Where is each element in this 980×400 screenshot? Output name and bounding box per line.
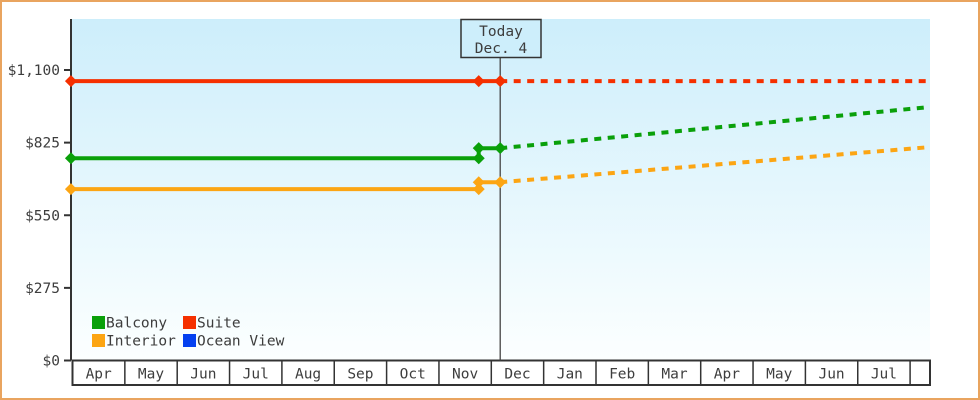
y-axis-tick-label: $0 bbox=[43, 354, 60, 370]
x-axis-month-label: May bbox=[766, 367, 792, 383]
x-axis-month-label: Nov bbox=[452, 367, 478, 383]
series-point-marker-interior bbox=[494, 176, 507, 189]
x-axis-month-label: Apr bbox=[86, 367, 112, 383]
series-point-marker-balcony bbox=[64, 152, 77, 165]
legend-swatch bbox=[183, 316, 196, 329]
series-point-marker-suite bbox=[472, 75, 485, 88]
series-point-marker-balcony bbox=[494, 142, 507, 155]
y-axis-tick-label: $1,100 bbox=[8, 63, 60, 79]
x-axis-month-label: May bbox=[138, 367, 164, 383]
x-axis-band bbox=[71, 359, 931, 386]
series-point-marker-interior bbox=[472, 176, 485, 189]
legend-label: Suite bbox=[197, 316, 241, 332]
series-point-marker-balcony bbox=[472, 142, 485, 155]
series-forecast-line-balcony bbox=[500, 105, 931, 151]
today-box-label-line2: Dec. 4 bbox=[475, 41, 528, 57]
x-axis-month-label: Jul bbox=[871, 367, 897, 383]
series-point-marker-interior bbox=[472, 183, 485, 196]
legend-swatch bbox=[92, 316, 105, 329]
legend-label: Ocean View bbox=[197, 334, 285, 350]
x-axis-month-label: Mar bbox=[661, 367, 687, 383]
legend-label: Balcony bbox=[106, 316, 167, 332]
y-axis-tick-label: $550 bbox=[25, 208, 60, 224]
legend-swatch bbox=[183, 334, 196, 347]
legend-swatch bbox=[92, 334, 105, 347]
x-axis-month-label: Jan bbox=[557, 367, 583, 383]
legend-item-ocean-view: Ocean View bbox=[183, 334, 285, 350]
x-axis-month-label: Feb bbox=[609, 367, 635, 383]
series-forecast-line-interior bbox=[500, 145, 931, 185]
series-point-marker-interior bbox=[64, 183, 77, 196]
legend-label: Interior bbox=[106, 334, 176, 350]
x-axis-month-label: Sep bbox=[347, 367, 373, 383]
legend-item-suite: Suite bbox=[183, 316, 241, 332]
today-box-label-line1: Today bbox=[479, 24, 523, 40]
y-axis-tick-label: $275 bbox=[25, 281, 60, 297]
series-point-marker-suite bbox=[64, 75, 77, 88]
x-axis-month-label: Jul bbox=[243, 367, 269, 383]
today-box bbox=[460, 18, 542, 59]
x-axis-month-label: Dec bbox=[504, 367, 530, 383]
x-axis-month-label: Aug bbox=[295, 367, 321, 383]
x-axis-month-label: Oct bbox=[400, 367, 426, 383]
series-point-marker-suite bbox=[494, 75, 507, 88]
x-axis-month-label: Jun bbox=[190, 367, 216, 383]
legend-item-balcony: Balcony bbox=[92, 316, 167, 332]
legend-item-interior: Interior bbox=[92, 334, 176, 350]
y-axis-tick-label: $825 bbox=[25, 136, 60, 152]
x-axis-month-label: Jun bbox=[818, 367, 844, 383]
x-axis-month-label: Apr bbox=[714, 367, 740, 383]
series-point-marker-balcony bbox=[472, 152, 485, 165]
